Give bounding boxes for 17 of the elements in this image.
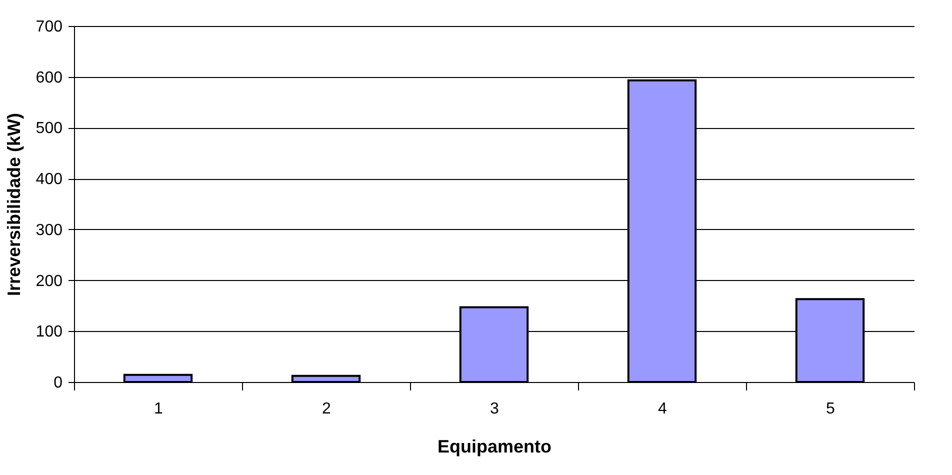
- x-tick-label: 5: [826, 400, 836, 418]
- bar: [291, 374, 361, 383]
- x-tick-label: 2: [322, 400, 332, 418]
- y-tick-label: 0: [54, 374, 63, 392]
- x-axis-title: Equipamento: [437, 436, 552, 456]
- y-tick-label: 700: [36, 18, 63, 36]
- x-tick-label: 1: [154, 400, 164, 418]
- y-axis-title: Irreversibilidade (kW): [4, 112, 24, 296]
- x-tick-label: 4: [658, 400, 668, 418]
- y-tick-label: 300: [36, 222, 63, 239]
- x-tick-label: 3: [490, 400, 500, 418]
- y-tick-label: 400: [36, 171, 63, 188]
- y-tick-label: 100: [36, 324, 63, 341]
- y-tick-label: 200: [36, 272, 63, 290]
- y-tick-label: 500: [36, 120, 63, 138]
- y-tick-label: 600: [36, 69, 63, 86]
- bar: [123, 374, 193, 383]
